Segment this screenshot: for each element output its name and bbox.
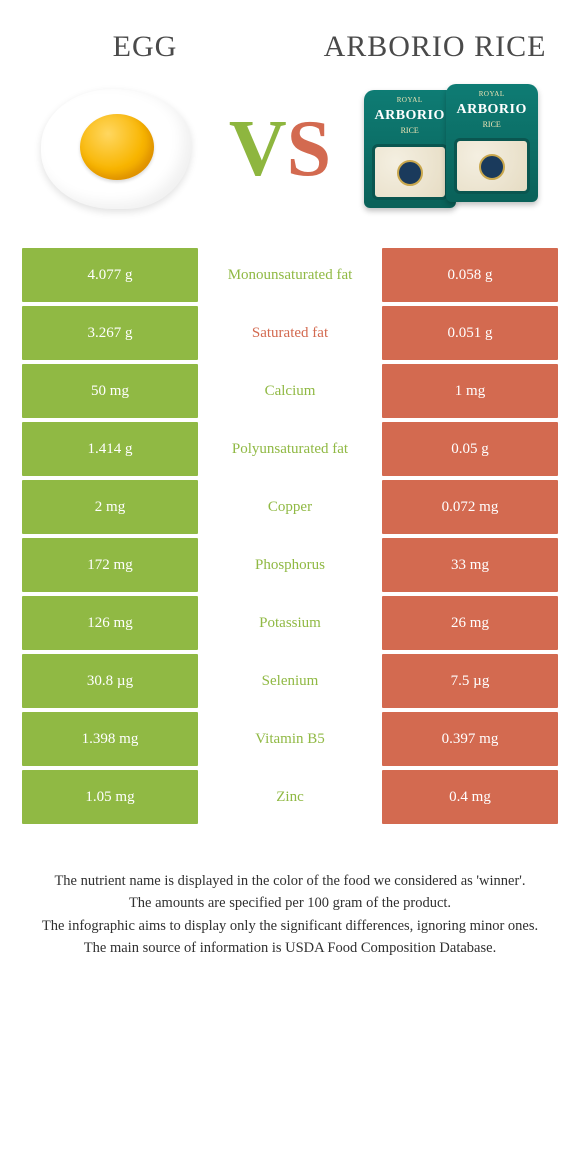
footnote-line: The amounts are specified per 100 gram o… (40, 892, 540, 914)
left-value: 3.267 g (22, 306, 198, 360)
nutrient-label: Vitamin B5 (198, 712, 382, 766)
right-value: 0.4 mg (382, 770, 558, 824)
left-value: 1.414 g (22, 422, 198, 476)
bag-brand: ARBORIO (364, 108, 456, 124)
nutrient-label: Monounsaturated fat (198, 248, 382, 302)
nutrient-label: Selenium (198, 654, 382, 708)
table-row: 4.077 gMonounsaturated fat0.058 g (22, 248, 558, 302)
right-value: 26 mg (382, 596, 558, 650)
nutrient-label: Copper (198, 480, 382, 534)
right-value: 0.072 mg (382, 480, 558, 534)
left-value: 30.8 µg (22, 654, 198, 708)
vs-label: V S (229, 109, 331, 189)
left-value: 2 mg (22, 480, 198, 534)
nutrient-label: Zinc (198, 770, 382, 824)
nutrient-label: Polyunsaturated fat (198, 422, 382, 476)
table-row: 50 mgCalcium1 mg (22, 364, 558, 418)
table-row: 172 mgPhosphorus33 mg (22, 538, 558, 592)
right-value: 0.05 g (382, 422, 558, 476)
table-row: 1.414 gPolyunsaturated fat0.05 g (22, 422, 558, 476)
nutrient-label: Phosphorus (198, 538, 382, 592)
nutrient-label: Potassium (198, 596, 382, 650)
right-value: 1 mg (382, 364, 558, 418)
footnotes: The nutrient name is displayed in the co… (0, 828, 580, 960)
footnote-line: The nutrient name is displayed in the co… (40, 870, 540, 892)
right-value: 33 mg (382, 538, 558, 592)
right-value: 0.397 mg (382, 712, 558, 766)
left-value: 1.398 mg (22, 712, 198, 766)
bag-sub: RICE (446, 120, 538, 129)
nutrient-label: Saturated fat (198, 306, 382, 360)
left-value: 50 mg (22, 364, 198, 418)
left-value: 4.077 g (22, 248, 198, 302)
egg-image (36, 84, 196, 214)
footnote-line: The main source of information is USDA F… (40, 937, 540, 959)
table-row: 30.8 µgSelenium7.5 µg (22, 654, 558, 708)
heading-right: ARBORIO RICE (290, 30, 580, 64)
right-value: 0.058 g (382, 248, 558, 302)
right-value: 7.5 µg (382, 654, 558, 708)
vs-s: S (287, 109, 332, 189)
left-value: 126 mg (22, 596, 198, 650)
left-value: 1.05 mg (22, 770, 198, 824)
left-value: 172 mg (22, 538, 198, 592)
heading-left: EGG (0, 30, 290, 64)
table-row: 1.398 mgVitamin B50.397 mg (22, 712, 558, 766)
nutrient-label: Calcium (198, 364, 382, 418)
footnote-line: The infographic aims to display only the… (40, 915, 540, 937)
comparison-table: 4.077 gMonounsaturated fat0.058 g3.267 g… (22, 244, 558, 828)
hero-row: V S ROYAL ARBORIO RICE ROYAL ARBORIO RIC… (0, 74, 580, 244)
bag-brand: ARBORIO (446, 102, 538, 118)
rice-image: ROYAL ARBORIO RICE ROYAL ARBORIO RICE (364, 84, 544, 214)
right-value: 0.051 g (382, 306, 558, 360)
bag-sub: RICE (364, 126, 456, 135)
table-row: 3.267 gSaturated fat0.051 g (22, 306, 558, 360)
table-row: 1.05 mgZinc0.4 mg (22, 770, 558, 824)
table-row: 126 mgPotassium26 mg (22, 596, 558, 650)
bag-top: ROYAL (446, 90, 538, 98)
bag-top: ROYAL (364, 96, 456, 104)
table-row: 2 mgCopper0.072 mg (22, 480, 558, 534)
vs-v: V (229, 109, 287, 189)
